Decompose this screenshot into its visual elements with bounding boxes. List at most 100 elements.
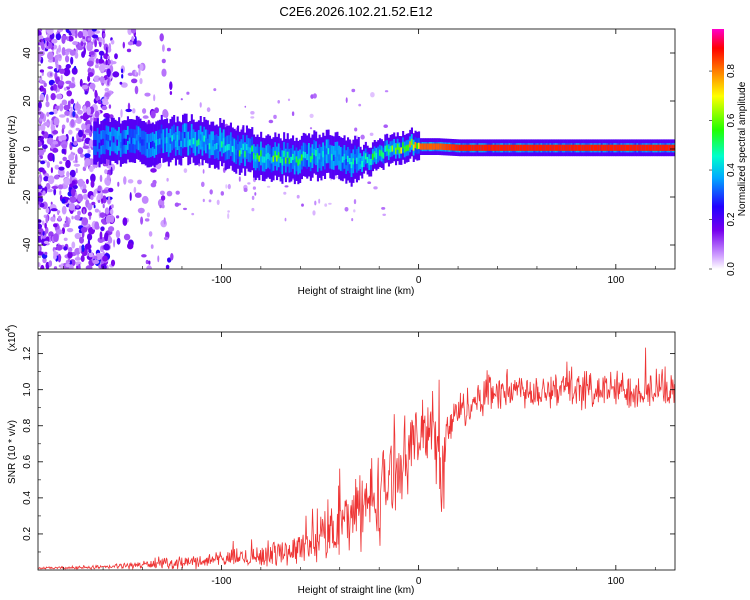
ridge-core — [102, 138, 105, 145]
noise-speck — [52, 56, 55, 63]
snr-multiplier: (x104) — [5, 325, 18, 352]
noise-speck — [51, 38, 58, 44]
noise-speck — [111, 61, 117, 65]
noise-speck — [103, 243, 110, 251]
noise-speck — [81, 84, 89, 90]
ridge-core — [306, 153, 309, 161]
noise-speck — [38, 46, 41, 51]
noise-speck — [154, 107, 160, 114]
noise-speck — [42, 169, 46, 174]
noise-speck — [79, 236, 84, 244]
spectrogram-panel: -100 0 100 -40 -20 0 20 40 Height of straight l… — [7, 28, 676, 297]
ridge-core — [618, 144, 621, 151]
noise-speck — [206, 107, 211, 113]
ridge-core — [453, 144, 456, 151]
noise-speck — [39, 93, 45, 103]
ridge-core — [560, 144, 563, 151]
ridge-core — [462, 144, 465, 151]
noise-speck — [70, 56, 74, 65]
noise-speck — [127, 179, 134, 184]
noise-speck — [50, 216, 56, 222]
ridge-core — [380, 150, 383, 157]
noise-speck — [47, 152, 55, 162]
ridge-core — [474, 144, 477, 151]
ridge-core — [655, 144, 658, 151]
ridge-core — [370, 158, 373, 166]
noise-speck — [61, 205, 67, 215]
noise-speck — [38, 201, 42, 205]
ridge-core — [238, 150, 241, 157]
noise-speck — [76, 138, 83, 143]
noise-speck — [159, 33, 164, 42]
noise-speck — [57, 215, 62, 221]
noise-speck — [47, 66, 53, 70]
ridge-core — [103, 139, 106, 146]
ridge-core — [545, 144, 548, 151]
ridge-core — [631, 144, 634, 151]
noise-speck — [296, 194, 300, 199]
ridge-core — [134, 138, 137, 145]
noise-speck — [354, 127, 358, 132]
noise-speck — [94, 49, 99, 53]
ridge-core — [270, 157, 273, 164]
noise-speck — [100, 226, 105, 232]
noise-speck — [287, 98, 291, 102]
noise-speck — [134, 35, 137, 45]
noise-speck — [97, 58, 105, 64]
ridge-core — [607, 144, 610, 151]
ridge-core — [377, 151, 380, 158]
ridge-core — [490, 144, 493, 151]
ridge-core — [457, 144, 460, 151]
ridge-core — [636, 144, 639, 151]
noise-speck — [77, 193, 84, 203]
noise-speck — [65, 55, 70, 63]
ridge-core — [339, 155, 342, 162]
noise-speck — [91, 29, 97, 32]
spectrogram-xtick-label: 0 — [416, 275, 422, 286]
noise-speck — [92, 34, 99, 39]
noise-speck — [84, 161, 88, 169]
noise-speck — [94, 110, 100, 118]
noise-speck — [150, 168, 157, 173]
ridge-core — [620, 144, 623, 151]
noise-speck — [277, 100, 281, 104]
snr-multiplier-base: (x10 — [7, 331, 18, 351]
ridge-core — [396, 143, 399, 150]
noise-speck — [127, 41, 134, 46]
ridge-core — [206, 138, 209, 145]
noise-speck — [69, 169, 76, 178]
noise-speck — [53, 249, 57, 259]
noise-speck — [107, 55, 111, 60]
noise-speck — [76, 265, 79, 269]
noise-speck — [104, 232, 109, 242]
noise-speck — [113, 239, 116, 248]
ridge-core — [228, 144, 231, 151]
ridge-core — [409, 141, 412, 148]
ridge-core — [501, 144, 504, 151]
noise-speck — [108, 42, 112, 51]
noise-speck — [90, 116, 93, 123]
ridge-core — [473, 144, 476, 151]
noise-speck — [127, 242, 134, 250]
ridge-core — [567, 144, 570, 151]
noise-speck — [45, 101, 50, 108]
noise-speck — [369, 132, 374, 136]
noise-speck — [384, 90, 389, 93]
noise-speck — [126, 48, 132, 53]
noise-speck — [49, 111, 54, 115]
ridge-core — [247, 146, 250, 154]
noise-speck — [74, 257, 82, 261]
ridge-core — [393, 143, 396, 150]
ridge-core — [581, 144, 584, 151]
noise-speck — [74, 114, 79, 119]
noise-speck — [63, 177, 71, 186]
ridge-core — [309, 156, 312, 163]
noise-speck — [50, 167, 54, 174]
ridge-core — [485, 144, 488, 151]
noise-speck — [65, 159, 71, 169]
ridge-core — [151, 140, 154, 148]
noise-speck — [139, 63, 144, 71]
noise-speck — [66, 228, 74, 233]
ridge-core — [324, 154, 327, 161]
ridge-core — [458, 144, 461, 151]
